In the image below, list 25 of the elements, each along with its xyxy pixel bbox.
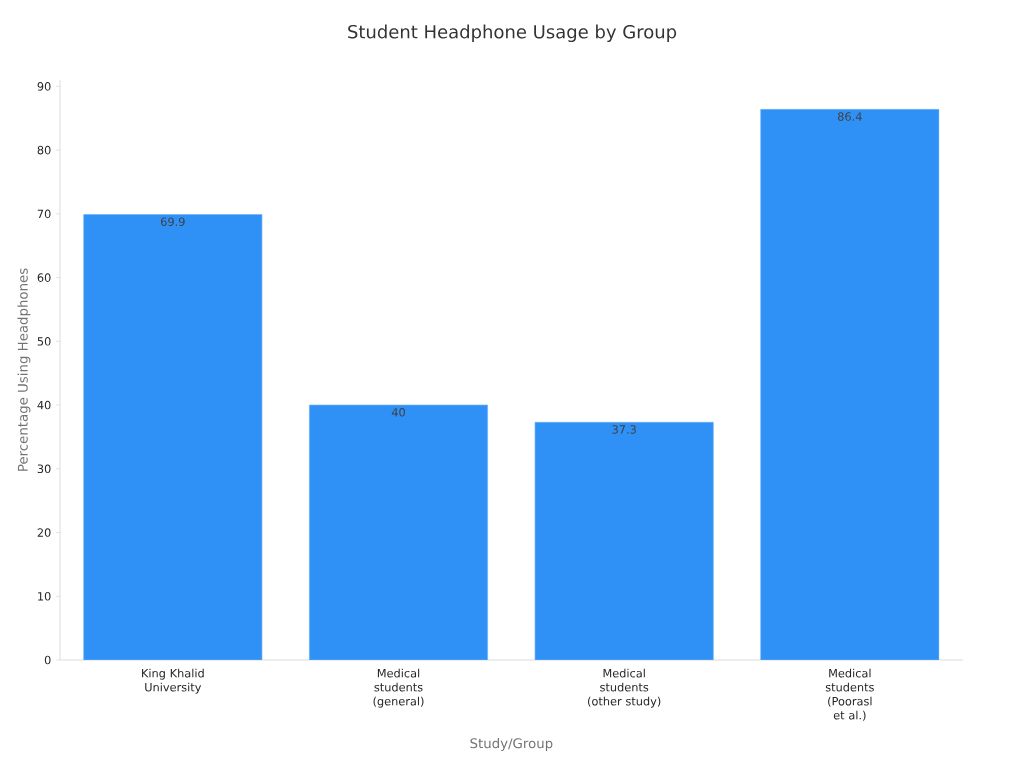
bar xyxy=(760,108,940,660)
y-tick-label: 50 xyxy=(37,337,51,346)
x-tick-label: Medical students (general) xyxy=(373,668,424,708)
y-tick-label: 30 xyxy=(37,464,51,474)
y-tick-label: 90 xyxy=(37,82,51,91)
data-label: 40 xyxy=(391,408,405,417)
y-tick-label: 0 xyxy=(44,655,51,665)
bar xyxy=(83,214,263,660)
y-tick-label: 10 xyxy=(38,591,51,601)
y-tick-label: 70 xyxy=(37,209,51,219)
bar xyxy=(534,421,714,660)
y-tick-label: 60 xyxy=(37,273,51,282)
x-tick-label: Medical students (Poorasl et al.) xyxy=(825,668,874,721)
data-label: 69.9 xyxy=(161,217,185,226)
data-label: 37.3 xyxy=(612,425,636,434)
bar xyxy=(309,404,488,660)
x-axis-title: Study/Group xyxy=(470,737,553,751)
y-tick-label: 80 xyxy=(37,145,51,155)
y-tick-label: 20 xyxy=(37,528,51,537)
x-tick-label: King Khalid University xyxy=(142,668,204,694)
y-axis-title: Percentage Using Headphones xyxy=(17,268,31,471)
chart-title: Student Headphone Usage by Group xyxy=(348,24,677,43)
x-tick-label: Medical students (other study) xyxy=(588,668,661,708)
data-label: 86.4 xyxy=(837,112,862,121)
y-tick-label: 40 xyxy=(37,400,51,410)
